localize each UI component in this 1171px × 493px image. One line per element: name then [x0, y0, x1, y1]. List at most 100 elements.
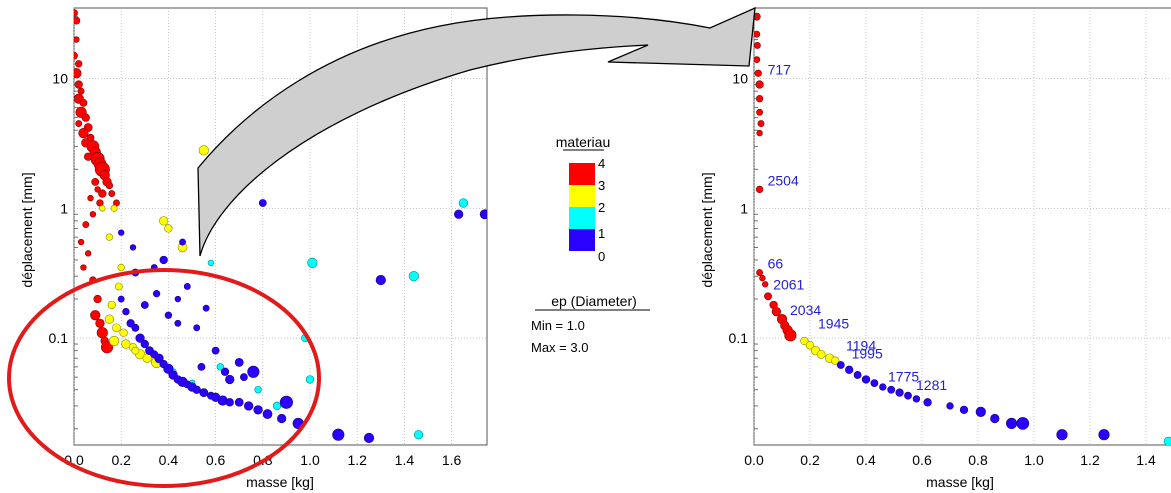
- data-point: [853, 371, 862, 379]
- points-right: [754, 12, 1171, 445]
- data-point: [861, 375, 871, 384]
- data-point: [98, 189, 107, 198]
- x-tick-label: 0.6: [206, 452, 226, 468]
- data-point: [174, 319, 182, 327]
- data-point: [77, 238, 85, 246]
- data-point: [946, 402, 954, 410]
- point-annotation: 1775: [888, 369, 919, 385]
- data-point: [118, 229, 125, 236]
- data-point: [80, 264, 87, 271]
- data-point: [135, 333, 145, 343]
- point-annotation: 2034: [790, 302, 821, 318]
- data-point: [79, 98, 88, 107]
- data-point: [112, 323, 121, 333]
- data-point: [199, 388, 209, 398]
- x-tick-label: 0.6: [912, 452, 932, 468]
- data-point: [110, 204, 118, 212]
- data-point: [879, 383, 887, 391]
- data-point: [1016, 417, 1030, 430]
- data-point: [262, 409, 273, 419]
- size-legend-title: ep (Diameter): [551, 293, 637, 309]
- data-point: [253, 405, 263, 415]
- data-point: [87, 194, 94, 202]
- data-point: [247, 365, 260, 378]
- y-tick-label: 0.1: [49, 330, 69, 346]
- x-tick-label: 0.4: [159, 452, 179, 468]
- point-annotation: 1995: [852, 345, 883, 361]
- data-point: [754, 56, 761, 64]
- data-point: [363, 432, 375, 444]
- data-point: [845, 365, 854, 374]
- x-axis-label-right: masse [kg]: [926, 474, 994, 490]
- data-point: [159, 255, 168, 265]
- color-label-0: 0: [598, 249, 605, 264]
- data-point: [109, 335, 120, 347]
- data-point: [279, 395, 293, 409]
- color-swatch-1: [569, 207, 595, 229]
- data-point: [140, 301, 149, 309]
- data-point: [74, 9, 78, 17]
- data-point: [258, 199, 267, 207]
- data-point: [105, 181, 114, 190]
- x-tick-label: 1.4: [1136, 452, 1156, 468]
- data-point: [895, 388, 904, 397]
- data-point: [225, 374, 235, 385]
- data-point: [117, 295, 125, 303]
- data-point: [216, 363, 224, 371]
- x-tick-label: 1.2: [1080, 452, 1100, 468]
- color-legend: materiau 4 3 2 1 0: [556, 134, 610, 264]
- plot-area-right: [753, 7, 1171, 446]
- x-tick-label: 0.8: [968, 452, 988, 468]
- color-swatch-0: [569, 229, 595, 251]
- y-ticks-right: 0.1 1 10: [729, 16, 758, 430]
- data-point: [107, 300, 116, 310]
- data-point: [332, 428, 345, 441]
- data-point: [277, 413, 287, 424]
- data-point: [1098, 429, 1110, 441]
- data-point: [413, 430, 424, 440]
- data-point: [84, 250, 92, 257]
- x-tick-label: 1.0: [1024, 452, 1044, 468]
- x-tick-label: 0.2: [111, 452, 131, 468]
- data-point: [81, 113, 90, 122]
- data-point: [975, 406, 986, 417]
- data-point: [179, 238, 186, 246]
- data-point: [305, 375, 315, 384]
- grid-right: [753, 8, 1171, 445]
- data-point: [114, 282, 123, 291]
- data-point: [96, 327, 108, 339]
- data-point: [100, 341, 114, 354]
- data-point: [240, 373, 248, 382]
- data-point: [192, 385, 201, 394]
- data-point: [220, 367, 230, 376]
- data-point: [75, 60, 83, 68]
- data-point: [254, 386, 262, 394]
- data-point: [74, 51, 78, 60]
- data-point: [959, 405, 969, 414]
- y-ticks-left: 0.1 1 10: [49, 16, 78, 430]
- data-point: [164, 224, 173, 233]
- data-point: [870, 379, 879, 387]
- y-tick-label: 10: [732, 71, 748, 87]
- y-tick-label: 10: [52, 71, 68, 87]
- data-point: [131, 346, 140, 355]
- data-point: [1163, 436, 1171, 445]
- point-annotation: 2504: [768, 172, 799, 188]
- data-point: [93, 294, 102, 304]
- data-point: [211, 346, 220, 355]
- point-annotation: 66: [768, 256, 784, 272]
- data-point: [164, 311, 173, 319]
- data-point: [234, 357, 244, 367]
- data-point: [193, 324, 201, 332]
- data-point: [117, 263, 125, 272]
- data-point: [198, 145, 209, 156]
- data-point: [754, 30, 761, 38]
- data-point: [904, 391, 912, 400]
- data-point: [784, 329, 797, 342]
- y-tick-label: 1: [740, 200, 748, 216]
- data-point: [756, 108, 764, 116]
- y-axis-label-right: déplacement [mm]: [699, 172, 715, 287]
- x-tick-label: 1.2: [347, 452, 367, 468]
- data-point: [122, 307, 130, 316]
- data-point: [800, 336, 809, 346]
